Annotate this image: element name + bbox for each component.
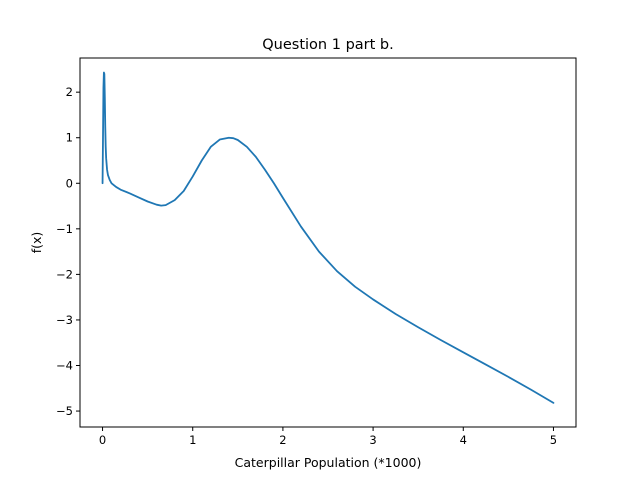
x-tick-label: 2	[279, 433, 286, 447]
y-tick-label: −3	[56, 313, 73, 327]
y-tick-label: 2	[66, 85, 73, 99]
series-line-0	[101, 71, 555, 404]
chart-title: Question 1 part b.	[262, 37, 393, 53]
y-tick-label: 0	[66, 176, 73, 190]
x-tick-label: 1	[189, 433, 196, 447]
x-tick-label: 4	[460, 433, 467, 447]
x-tick-label: 3	[369, 433, 376, 447]
x-axis-label: Caterpillar Population (*1000)	[235, 455, 422, 470]
y-tick-label: −4	[56, 359, 73, 373]
y-axis-label: f(x)	[29, 232, 44, 254]
y-axis-ticks: −5 −4 −3 −2 −1 0 1 2	[56, 85, 80, 418]
y-tick-label: −2	[56, 267, 73, 281]
x-tick-label: 0	[99, 433, 106, 447]
x-tick-label: 5	[550, 433, 557, 447]
axes-frame	[79, 57, 577, 428]
plot-layer	[101, 71, 555, 404]
y-tick-label: −1	[56, 222, 73, 236]
y-tick-label: −5	[56, 404, 73, 418]
x-axis-ticks: 0 1 2 3 4 5	[99, 427, 557, 447]
y-tick-label: 1	[66, 131, 73, 145]
